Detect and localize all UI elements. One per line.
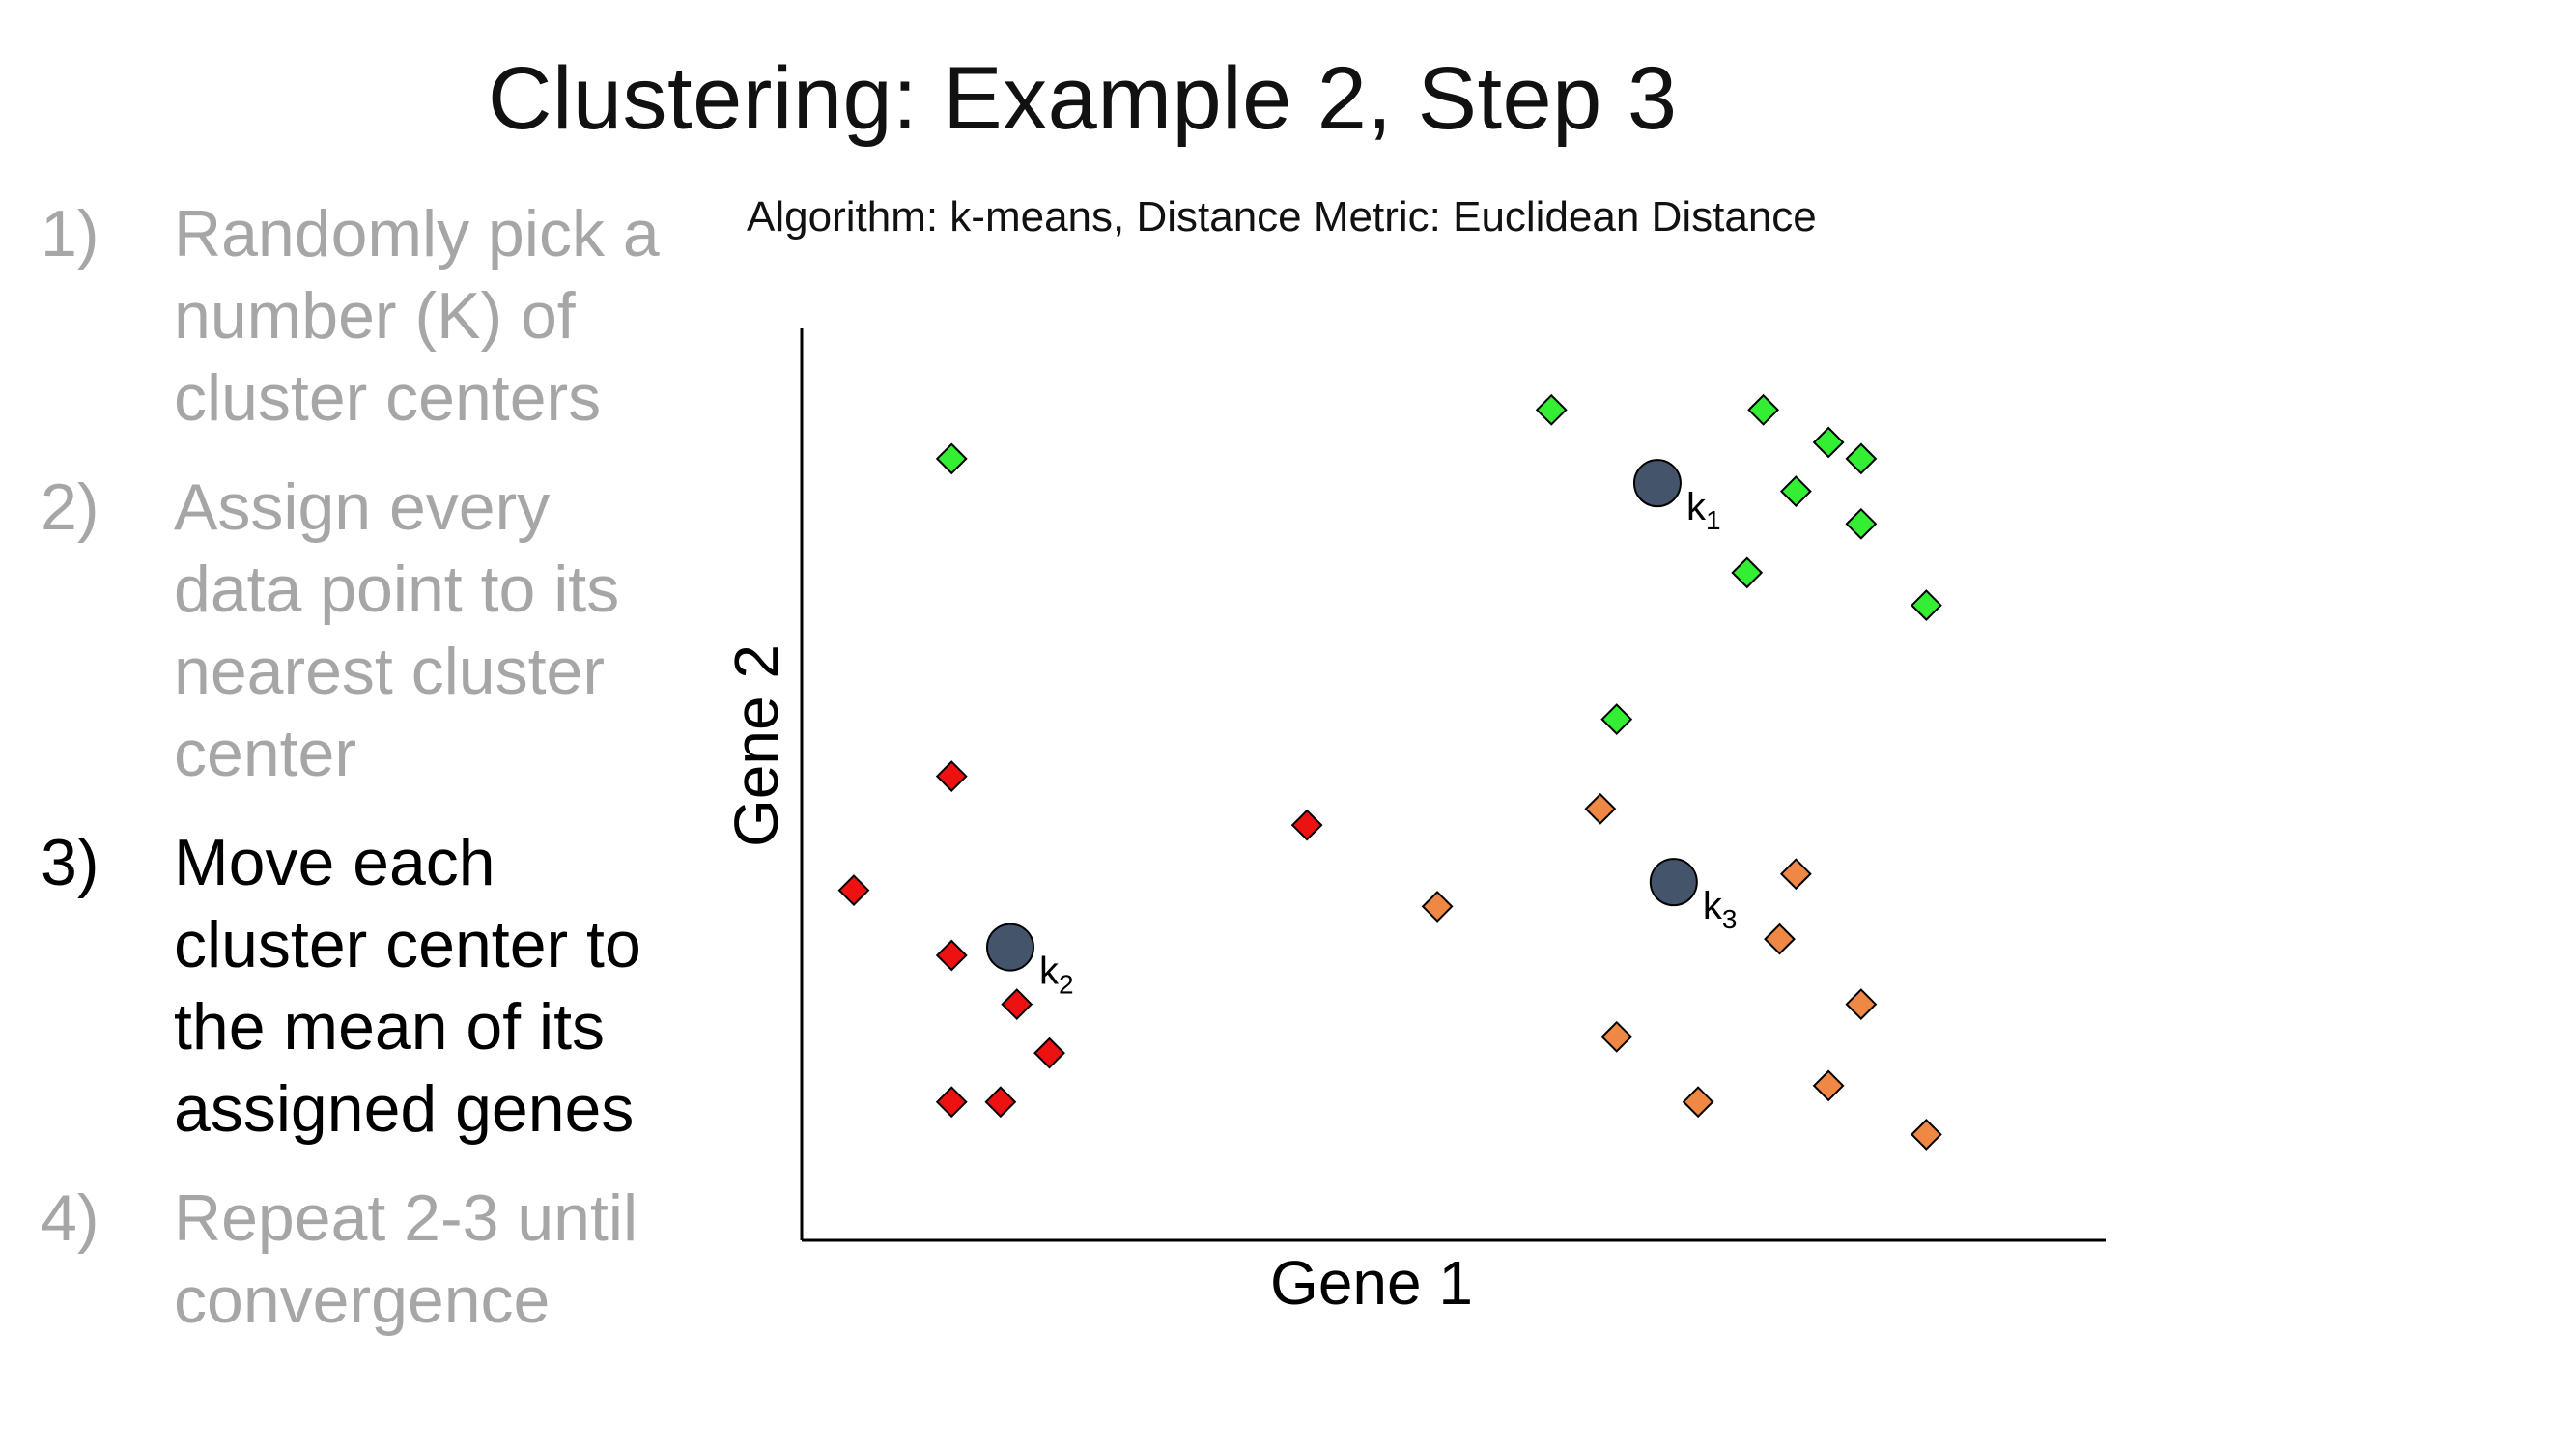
- x-axis-title: Gene 1: [1270, 1248, 1473, 1318]
- step-text-line: center: [174, 717, 356, 790]
- data-point-red: [1001, 988, 1033, 1020]
- step-3: 3) Move each cluster center to the mean …: [41, 822, 717, 1151]
- step-text-line: Assign every: [174, 470, 551, 544]
- data-point-orange: [1764, 923, 1796, 955]
- cluster-center: [986, 923, 1034, 972]
- cluster-center-subscript: 3: [1722, 904, 1738, 934]
- step-text-line: assigned genes: [174, 1072, 635, 1146]
- cluster-center-subscript: 2: [1059, 970, 1074, 1000]
- data-point-red: [837, 874, 870, 906]
- data-point-red: [984, 1086, 1017, 1119]
- steps-list: 1) Randomly pick a number (K) of cluster…: [41, 193, 717, 1369]
- step-number: 2): [41, 470, 99, 544]
- step-number: 3): [41, 826, 99, 899]
- step-text-line: cluster centers: [174, 361, 602, 435]
- step-text-line: cluster center to: [174, 908, 641, 981]
- cluster-center: [1649, 858, 1698, 907]
- cluster-center-subscript: 1: [1706, 505, 1721, 535]
- step-4: 4) Repeat 2-3 until convergence: [41, 1178, 717, 1342]
- step-number: 4): [41, 1181, 99, 1255]
- cluster-center: [1632, 459, 1682, 508]
- step-text-line: data point to its: [174, 553, 620, 626]
- data-point-orange: [1845, 988, 1878, 1020]
- scatter-plot: k1 k2 k3 Gene 1 Gene 2: [722, 328, 2106, 1318]
- y-axis-title: Gene 2: [722, 644, 791, 847]
- step-number: 1): [41, 197, 99, 270]
- step-text-line: the mean of its: [174, 990, 606, 1064]
- data-point-green: [1812, 426, 1845, 459]
- slide-title: Clustering: Example 2, Step 3: [488, 49, 1678, 148]
- data-point-orange: [1600, 1020, 1633, 1053]
- data-point-green: [1731, 556, 1764, 589]
- data-point-red: [1290, 809, 1323, 841]
- step-text-line: number (K) of: [174, 279, 576, 353]
- step-1: 1) Randomly pick a number (K) of cluster…: [41, 193, 717, 440]
- cluster-center-label: k3: [1703, 885, 1738, 934]
- data-point-orange: [1910, 1119, 1942, 1151]
- step-2: 2) Assign every data point to its neares…: [41, 467, 717, 795]
- data-point-green: [1779, 475, 1812, 507]
- data-point-orange: [1682, 1086, 1714, 1119]
- cluster-center-label: k1: [1686, 486, 1721, 535]
- data-point-green: [1910, 589, 1942, 621]
- data-point-red: [1033, 1037, 1065, 1069]
- data-point-green: [1535, 393, 1568, 426]
- data-point-green: [935, 442, 968, 475]
- step-text-line: convergence: [174, 1264, 551, 1337]
- cluster-center-label: k2: [1039, 951, 1074, 1000]
- data-point-green: [1600, 703, 1633, 735]
- data-point-green: [1845, 442, 1878, 475]
- plot-marks: k1 k2 k3: [837, 393, 1942, 1151]
- algorithm-subtitle: Algorithm: k-means, Distance Metric: Euc…: [747, 193, 1817, 241]
- data-point-orange: [1584, 792, 1617, 825]
- data-point-red: [935, 760, 968, 792]
- data-point-red: [935, 1086, 968, 1119]
- step-text-line: nearest cluster: [174, 635, 605, 708]
- data-point-orange: [1779, 858, 1812, 891]
- data-point-orange: [1421, 891, 1454, 923]
- step-text-line: Randomly pick a: [174, 197, 660, 270]
- data-point-red: [935, 939, 968, 972]
- data-point-green: [1845, 507, 1878, 540]
- step-text-line: Move each: [174, 826, 495, 899]
- data-point-orange: [1812, 1069, 1845, 1102]
- data-point-green: [1747, 393, 1780, 426]
- step-text-line: Repeat 2-3 until: [174, 1181, 638, 1255]
